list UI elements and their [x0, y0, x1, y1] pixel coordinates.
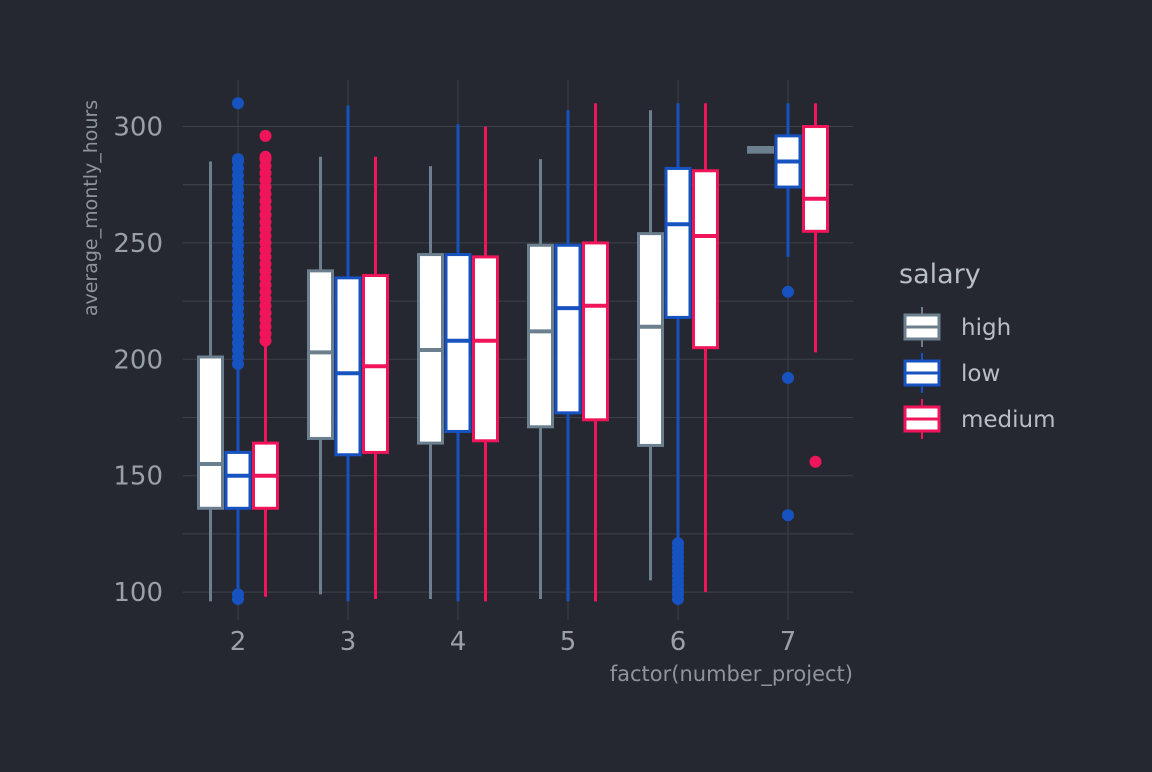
box-body	[802, 125, 829, 233]
axes: factor(number_project) average_montly_ho…	[80, 100, 853, 687]
box-body	[334, 276, 362, 457]
y-tick-label: 200	[113, 345, 163, 375]
outlier-point	[232, 97, 244, 110]
box-body	[472, 255, 499, 443]
outlier-point	[782, 285, 794, 298]
outlier-point	[259, 150, 272, 163]
grid-lines	[183, 80, 853, 620]
box-medium-5	[582, 103, 609, 602]
legend-label: low	[961, 361, 1000, 387]
legend-label: high	[961, 315, 1011, 341]
box-body	[664, 166, 692, 319]
plot-area	[197, 97, 829, 606]
x-tick-label: 2	[230, 627, 247, 657]
box-high-6	[637, 110, 664, 581]
box-body	[224, 450, 252, 510]
outlier-point	[232, 153, 244, 166]
box-medium-2	[252, 129, 279, 597]
box-low-6	[664, 103, 692, 606]
box-body	[307, 269, 334, 440]
box-low-4	[444, 124, 472, 602]
box-high-2	[197, 161, 224, 602]
box-body	[444, 253, 472, 433]
outlier-point	[809, 455, 822, 468]
box-high-5	[527, 159, 554, 600]
outlier-point	[232, 593, 244, 606]
box-body	[197, 355, 224, 510]
outlier-point	[672, 537, 684, 550]
box-high-4	[417, 166, 444, 600]
box-body	[637, 232, 664, 447]
x-tick-label: 6	[670, 627, 687, 657]
box-high-7	[747, 146, 774, 154]
box-high-3	[307, 156, 334, 595]
box-low-5	[554, 110, 582, 602]
legend-item-high: high	[903, 307, 1011, 347]
y-tick-label: 300	[113, 113, 163, 143]
box-medium-6	[692, 103, 719, 593]
y-axis-title: average_montly_hours	[80, 100, 102, 316]
box-body	[692, 169, 719, 350]
box-low-7	[774, 103, 802, 522]
box-low-3	[334, 105, 362, 602]
legend-item-medium: medium	[903, 399, 1056, 439]
box-low-2	[224, 97, 252, 606]
legend-label: medium	[961, 407, 1056, 433]
box-body	[362, 274, 389, 454]
legend-item-low: low	[903, 353, 1000, 393]
outlier-point	[782, 509, 794, 522]
legend-title: salary	[899, 259, 981, 290]
legend: salary high low medium	[899, 259, 1056, 439]
y-tick-label: 100	[113, 578, 163, 608]
x-tick-label: 3	[340, 627, 357, 657]
x-tick-label: 5	[560, 627, 577, 657]
outlier-point	[782, 371, 794, 384]
x-tick-label: 7	[780, 627, 797, 657]
box-medium-7	[802, 103, 829, 468]
box-medium-4	[472, 126, 499, 602]
box-body	[527, 243, 554, 429]
x-axis-title: factor(number_project)	[610, 662, 853, 687]
box-body	[554, 243, 582, 415]
x-tick-label: 4	[450, 627, 467, 657]
outlier-point	[259, 129, 272, 142]
box-body	[582, 241, 609, 422]
box-medium-3	[362, 156, 389, 600]
y-tick-label: 150	[113, 462, 163, 492]
y-tick-label: 250	[113, 229, 163, 259]
